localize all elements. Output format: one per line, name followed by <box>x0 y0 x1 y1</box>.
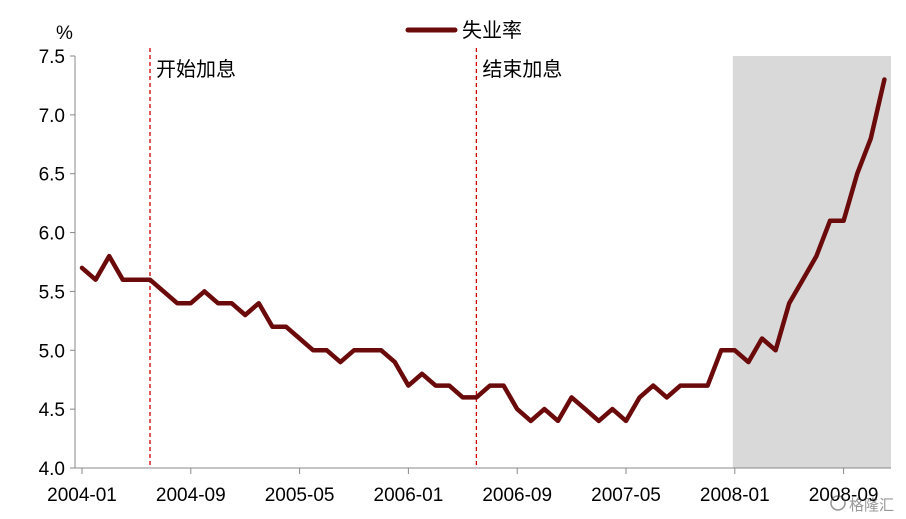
x-tick-label: 2005-05 <box>265 485 335 506</box>
legend-label: 失业率 <box>462 18 522 42</box>
watermark-text: 格隆汇 <box>849 496 894 514</box>
legend: 失业率 <box>405 18 522 42</box>
x-tick-label: 2004-09 <box>156 485 226 506</box>
x-tick-label: 2008-09 <box>809 485 879 506</box>
watermark: 格隆汇 <box>830 495 894 514</box>
annotation-lines <box>149 48 478 468</box>
y-tick-label: 7.0 <box>39 106 65 127</box>
y-unit-label: % <box>56 23 73 44</box>
annotation-label: 结束加息 <box>482 57 562 81</box>
y-tick-label: 7.5 <box>39 47 65 68</box>
x-tick-label: 2007-05 <box>591 485 661 506</box>
axes <box>70 55 891 474</box>
y-tick-label: 6.0 <box>39 224 65 245</box>
annotation-label: 开始加息 <box>156 57 236 81</box>
series-lines <box>79 77 887 424</box>
y-tick-label: 4.5 <box>39 400 65 421</box>
y-tick-label: 5.0 <box>39 341 65 362</box>
annotation-labels: 开始加息 结束加息 <box>156 57 562 81</box>
x-tick-label: 2006-01 <box>374 485 444 506</box>
y-tick-label: 5.5 <box>39 282 65 303</box>
x-tick-labels: 2004-01 2004-09 2005-05 2006-01 2006-09 2007-… <box>47 485 878 506</box>
y-tick-label: 6.5 <box>39 165 65 186</box>
series-line <box>79 77 887 424</box>
x-tick-label: 2006-09 <box>482 485 552 506</box>
y-tick-labels: 4.0 4.5 5.0 5.5 6.0 6.5 7.0 7.5 <box>39 47 65 480</box>
watermark-logo-icon <box>830 495 846 511</box>
x-tick-label: 2004-01 <box>47 485 117 506</box>
x-tick-label: 2008-01 <box>700 485 770 506</box>
y-tick-label: 4.0 <box>39 459 65 480</box>
